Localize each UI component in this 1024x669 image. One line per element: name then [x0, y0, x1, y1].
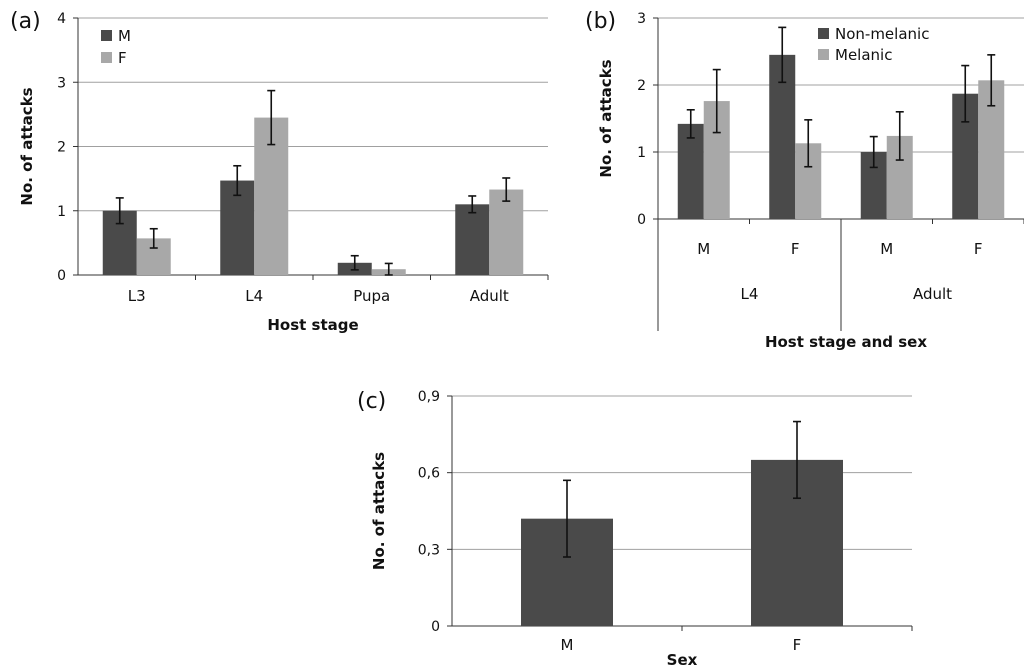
- x-tick-label: Adult: [470, 287, 509, 305]
- x-tick-label: F: [793, 636, 802, 654]
- y-tick-label: 3: [637, 11, 646, 27]
- chart-panel-c: (c) 0 0,3 0,6 0,9 M F No. of attacks Sex: [357, 389, 913, 669]
- x-tick-label: Pupa: [353, 287, 390, 305]
- x-tick-label: M: [880, 240, 893, 258]
- x-tick-label: M: [697, 240, 710, 258]
- y-axis-title: No. of attacks: [597, 59, 615, 177]
- y-axis-title: No. of attacks: [18, 87, 36, 205]
- y-tick-label: 0: [637, 212, 646, 228]
- legend-swatch: [818, 28, 829, 39]
- legend-label: Non-melanic: [835, 25, 929, 43]
- y-tick-label: 0: [57, 268, 66, 284]
- x-tick-label: M: [561, 636, 574, 654]
- group-label: Adult: [913, 285, 952, 303]
- bar-m: [455, 204, 490, 275]
- panel-label: (a): [10, 9, 41, 34]
- x-axis-title: Host stage: [267, 316, 358, 334]
- x-tick-label: L3: [128, 287, 146, 305]
- y-tick-label: 0: [431, 619, 440, 635]
- y-tick-label: 0,9: [418, 389, 440, 405]
- x-tick-label: F: [974, 240, 983, 258]
- y-tick-label: 1: [637, 145, 646, 161]
- legend-label: F: [118, 49, 127, 67]
- x-axis-title: Sex: [667, 651, 698, 669]
- legend-swatch: [101, 30, 112, 41]
- bar-m: [220, 180, 255, 275]
- legend-swatch: [101, 52, 112, 63]
- chart-panel-a: (a) 0 1 2 3 4 L3 L4 Pupa Adult No. of attacks Host …: [10, 9, 549, 334]
- y-tick-label: 0,6: [418, 466, 440, 482]
- group-label: L4: [741, 285, 759, 303]
- legend-label: M: [118, 27, 131, 45]
- y-tick-label: 3: [57, 75, 66, 91]
- panel-label: (c): [357, 389, 386, 414]
- y-tick-label: 4: [57, 11, 66, 27]
- y-tick-label: 0,3: [418, 542, 440, 558]
- chart-panel-b: (b) 0 1 2 3 M F M F L4 Adult No. of attacks Host sta…: [585, 9, 1024, 351]
- y-tick-label: 2: [637, 78, 646, 94]
- x-tick-label: L4: [245, 287, 263, 305]
- legend-swatch: [818, 49, 829, 60]
- bar-non-melanic: [677, 123, 704, 219]
- x-tick-label: F: [791, 240, 800, 258]
- y-tick-label: 2: [57, 140, 66, 156]
- bar-f: [489, 189, 524, 275]
- y-tick-label: 1: [57, 204, 66, 220]
- legend-label: Melanic: [835, 46, 892, 64]
- x-axis-title: Host stage and sex: [765, 333, 927, 351]
- panel-label: (b): [585, 9, 616, 34]
- y-axis-title: No. of attacks: [370, 452, 388, 570]
